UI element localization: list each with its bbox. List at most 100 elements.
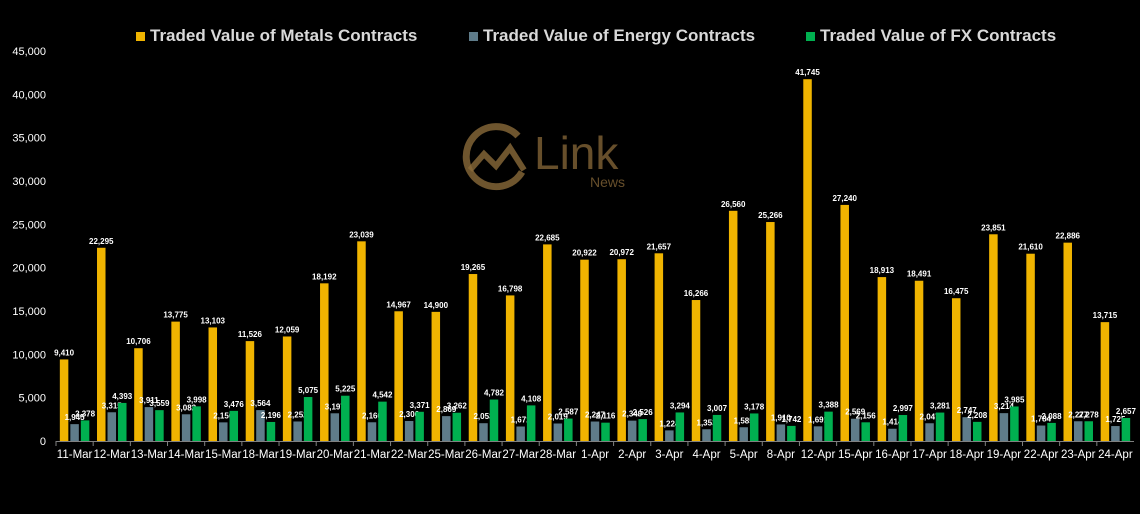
- data-label-energy: 2,247: [585, 411, 606, 420]
- y-tick-label: 40,000: [12, 89, 46, 101]
- bar-metals: [989, 234, 998, 441]
- data-label-fx: 2,657: [1116, 407, 1137, 416]
- data-label-metals: 18,192: [312, 272, 337, 281]
- bar-metals: [171, 321, 180, 441]
- bar-fx: [749, 413, 759, 441]
- bar-energy: [962, 417, 971, 441]
- data-label-fx: 2,278: [1079, 410, 1100, 419]
- bar-fx: [712, 414, 722, 441]
- x-tick-label: 23-Apr: [1061, 449, 1096, 461]
- data-label-energy: 3,911: [139, 396, 159, 405]
- watermark-subtext: News: [590, 174, 626, 190]
- data-label-metals: 13,715: [1093, 311, 1118, 320]
- x-tick-label: 3-Apr: [655, 449, 683, 461]
- legend-swatch-metals: [136, 31, 145, 41]
- data-label-fx: 2,378: [75, 409, 96, 418]
- data-label-fx: 3,476: [224, 400, 245, 409]
- x-tick-label: 22-Apr: [1024, 449, 1059, 461]
- bar-metals: [617, 259, 626, 441]
- data-label-energy: 1,353: [697, 418, 718, 427]
- bar-fx: [489, 399, 499, 441]
- bar-metals: [728, 210, 738, 441]
- data-label-metals: 21,610: [1018, 243, 1043, 252]
- bar-fx: [935, 412, 945, 441]
- data-label-metals: 27,240: [832, 194, 857, 203]
- bar-energy: [590, 421, 600, 441]
- data-label-metals: 23,851: [981, 223, 1006, 232]
- bar-energy: [181, 414, 191, 441]
- watermark-logo: Link News: [458, 118, 648, 198]
- data-label-energy: 1,585: [734, 416, 755, 425]
- bar-fx: [787, 425, 796, 441]
- data-label-metals: 22,685: [535, 233, 560, 242]
- data-label-energy: 1,691: [808, 415, 829, 424]
- bar-energy: [144, 407, 154, 441]
- data-label-metals: 18,491: [907, 270, 932, 279]
- data-label-fx: 2,116: [596, 412, 616, 421]
- bar-metals: [468, 274, 478, 441]
- data-label-energy: 2,053: [473, 412, 494, 421]
- data-label-fx: 3,262: [447, 402, 468, 411]
- bar-fx: [675, 412, 685, 441]
- y-tick-label: 25,000: [12, 219, 46, 231]
- data-label-metals: 16,266: [684, 289, 709, 298]
- bar-fx: [601, 422, 610, 441]
- bar-fx: [564, 418, 573, 441]
- bar-metals: [766, 222, 775, 441]
- data-label-energy: 2,569: [845, 408, 866, 417]
- bar-energy: [1111, 426, 1120, 441]
- data-label-metals: 23,039: [349, 230, 374, 239]
- bar-energy: [479, 423, 488, 441]
- bar-metals: [1026, 253, 1035, 441]
- bar-fx: [526, 405, 536, 441]
- x-tick-label: 17-Apr: [912, 449, 947, 461]
- x-tick-label: 5-Apr: [730, 449, 758, 461]
- bar-metals: [505, 295, 515, 441]
- x-tick-label: 19-Apr: [987, 449, 1022, 461]
- bar-fx: [192, 406, 201, 441]
- data-label-energy: 2,306: [399, 410, 420, 419]
- x-tick-label: 25-Mar: [428, 449, 465, 461]
- legend-item-fx: Traded Value of FX Contracts: [806, 26, 1056, 46]
- data-label-energy: 1,725: [1105, 415, 1126, 424]
- bar-fx: [80, 420, 90, 441]
- bar-metals: [245, 341, 255, 441]
- bar-fx: [378, 401, 387, 441]
- bar-fx: [824, 411, 833, 441]
- data-label-energy: 2,252: [288, 410, 309, 419]
- bar-energy: [70, 424, 79, 441]
- bar-metals: [1100, 322, 1110, 441]
- data-label-fx: 2,587: [558, 408, 579, 417]
- bar-energy: [1073, 421, 1083, 441]
- data-label-energy: 2,349: [622, 410, 643, 419]
- x-tick-label: 1-Apr: [581, 449, 609, 461]
- bar-metals: [282, 336, 292, 441]
- data-label-metals: 14,967: [386, 300, 411, 309]
- bar-fx: [452, 412, 462, 441]
- bar-metals: [59, 359, 69, 441]
- legend-label-energy: Traded Value of Energy Contracts: [483, 26, 756, 45]
- data-label-energy: 1,910: [771, 413, 792, 422]
- data-label-fx: 3,281: [930, 402, 951, 411]
- data-label-metals: 26,560: [721, 200, 746, 209]
- bar-energy: [702, 429, 711, 441]
- data-label-fx: 3,985: [1004, 395, 1025, 404]
- data-label-metals: 12,059: [275, 325, 300, 334]
- data-label-metals: 41,745: [795, 68, 820, 77]
- bar-fx: [341, 395, 350, 441]
- data-label-energy: 3,214: [994, 402, 1015, 411]
- bar-energy: [665, 430, 674, 441]
- x-tick-label: 28-Mar: [540, 449, 577, 461]
- data-label-metals: 13,775: [163, 311, 188, 320]
- data-label-fx: 3,559: [149, 399, 170, 408]
- data-label-metals: 16,475: [944, 287, 969, 296]
- bar-metals: [877, 277, 887, 441]
- y-tick-label: 5,000: [18, 393, 46, 405]
- legend-item-metals: Traded Value of Metals Contracts: [136, 26, 417, 46]
- bar-energy: [925, 423, 934, 441]
- bar-fx: [229, 410, 239, 441]
- y-tick-label: 10,000: [12, 349, 46, 361]
- data-label-energy: 1,945: [65, 413, 86, 422]
- x-tick-label: 16-Apr: [875, 449, 910, 461]
- bar-energy: [1036, 425, 1046, 441]
